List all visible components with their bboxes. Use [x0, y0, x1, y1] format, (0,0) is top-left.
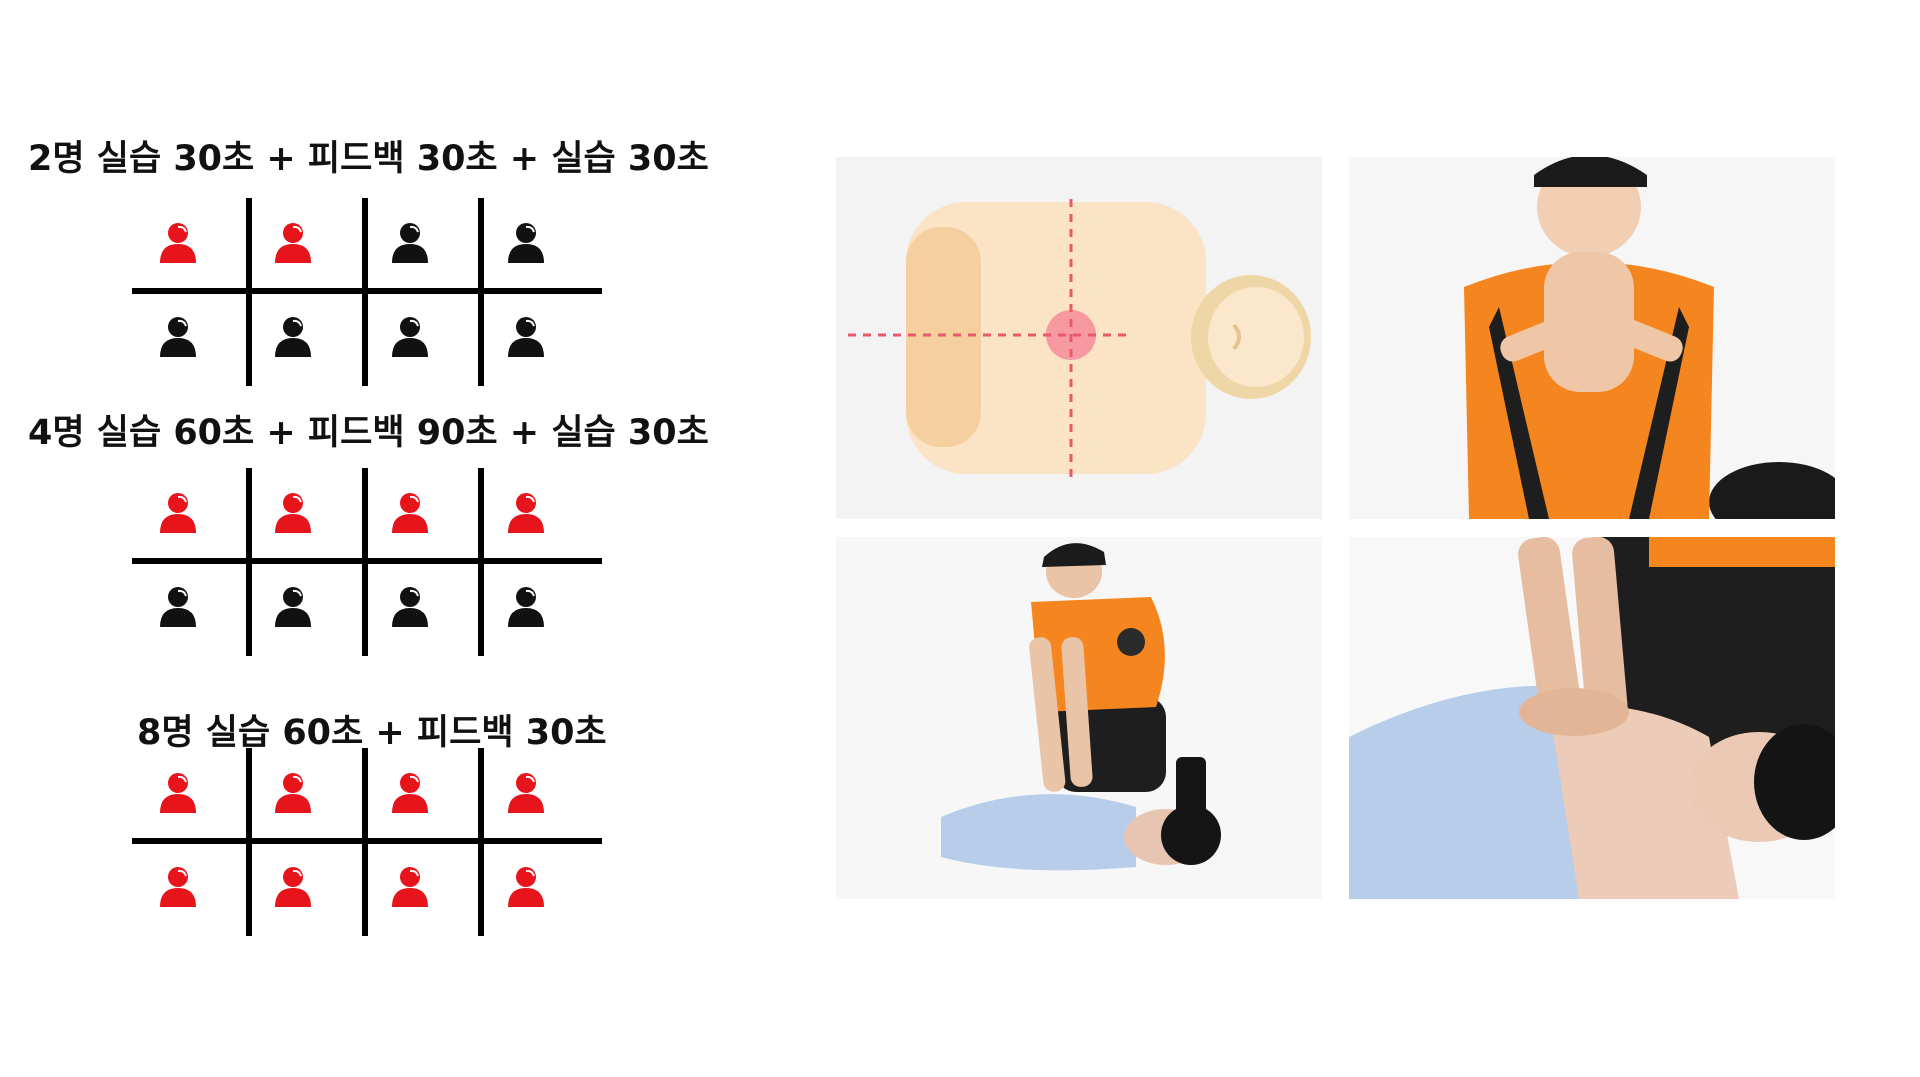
patient-shirt	[941, 794, 1136, 871]
section-1-caption: 2명 실습 30초 + 피드백 30초 + 실습 30초	[28, 139, 709, 179]
person-icon	[156, 864, 200, 908]
person-icon	[156, 770, 200, 814]
grid-vertical-line	[246, 468, 252, 656]
person-icon	[504, 314, 548, 358]
person-icon	[271, 220, 315, 264]
person-icon	[504, 584, 548, 628]
person-icon	[504, 220, 548, 264]
rescuer-boot	[1176, 757, 1206, 817]
seat-grid-8-active	[132, 748, 602, 936]
person-icon	[271, 864, 315, 908]
person-icon	[504, 770, 548, 814]
grid-vertical-line	[246, 748, 252, 936]
shirt-stripe	[1489, 307, 1549, 519]
arm-shape	[906, 227, 981, 447]
grid-vertical-line	[362, 748, 368, 936]
cap-shape	[1534, 157, 1647, 187]
knee-shape	[1709, 462, 1835, 519]
hands-shape	[1544, 252, 1634, 392]
rescuer-shirt	[1649, 537, 1835, 567]
manikin-diagram-svg	[848, 199, 1311, 477]
person-icon	[388, 864, 432, 908]
person-icon	[156, 584, 200, 628]
person-icon	[504, 490, 548, 534]
ear-shape	[1232, 323, 1241, 351]
grid-vertical-line	[362, 468, 368, 656]
seat-grid-4-active	[132, 468, 602, 656]
grid-vertical-line	[246, 198, 252, 386]
person-icon	[271, 314, 315, 358]
section-3-caption: 8명 실습 60초 + 피드백 30초	[137, 713, 607, 753]
rescuer-kneeling-svg	[941, 543, 1221, 871]
rescuer-arm	[1572, 537, 1628, 723]
person-icon	[388, 314, 432, 358]
patient-shirt	[1349, 685, 1609, 899]
patient-hair	[1754, 724, 1835, 840]
person-icon	[156, 490, 200, 534]
person-icon	[271, 490, 315, 534]
seat-grid-2-active	[132, 198, 602, 386]
person-icon	[388, 490, 432, 534]
person-icon	[156, 314, 200, 358]
rescuer-hands	[1519, 688, 1629, 736]
person-icon	[271, 584, 315, 628]
chest-compression-point-diagram	[836, 157, 1322, 519]
rescuer-arm	[1061, 637, 1093, 787]
person-icon	[388, 770, 432, 814]
patient-chest	[1549, 705, 1739, 899]
grid-vertical-line	[478, 468, 484, 656]
grid-vertical-line	[478, 748, 484, 936]
arm-left	[1500, 318, 1568, 362]
rescuer-hands-svg	[1464, 157, 1835, 519]
patient-hair	[1161, 805, 1221, 865]
compression-closeup-photo	[1349, 537, 1835, 899]
grid-vertical-line	[478, 198, 484, 386]
compression-closeup-svg	[1349, 537, 1835, 899]
person-icon	[388, 584, 432, 628]
badge-icon	[1117, 628, 1145, 656]
grid-vertical-line	[362, 198, 368, 386]
rescuer-arm	[1518, 537, 1582, 727]
person-icon	[271, 770, 315, 814]
rescuer-cap	[1042, 543, 1106, 567]
rescuer-interlocked-hands-photo	[1349, 157, 1835, 519]
person-icon	[388, 220, 432, 264]
person-icon	[156, 220, 200, 264]
rescuer-kneeling-compression-photo	[836, 537, 1322, 899]
section-2-caption: 4명 실습 60초 + 피드백 90초 + 실습 30초	[28, 413, 709, 453]
rescuer-arm	[1029, 637, 1066, 792]
person-icon	[504, 864, 548, 908]
arm-right	[1615, 318, 1683, 362]
head-inner	[1208, 287, 1304, 387]
